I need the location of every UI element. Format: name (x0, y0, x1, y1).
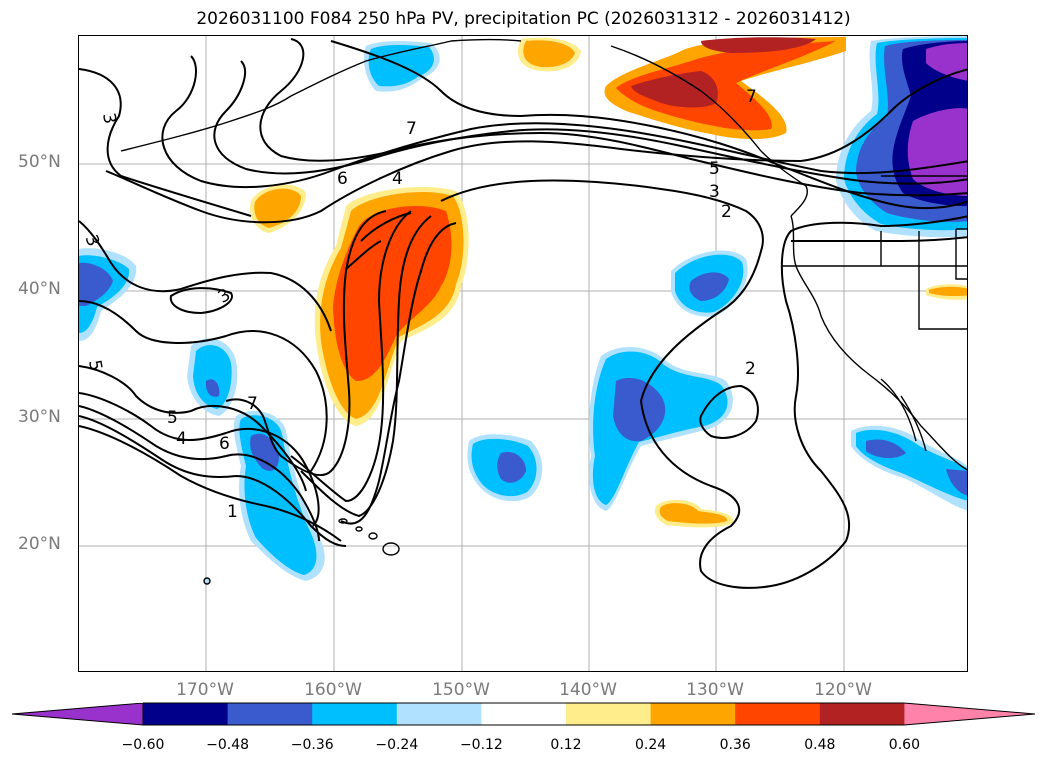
colorbar-tick-label: 0.48 (804, 737, 836, 753)
contour-label: 6 (337, 169, 348, 189)
precip-blue-east (836, 36, 967, 511)
contour-label: 6 (219, 434, 230, 454)
colorbar-extend-left (12, 703, 143, 725)
contour-label: 2 (745, 359, 756, 379)
lat-label: 30°N (18, 407, 61, 427)
precip-orange-main (314, 186, 469, 426)
precip-blue-central (187, 41, 748, 581)
colorbar-tick-label: −0.36 (290, 737, 334, 753)
precip-orange-small (250, 37, 967, 528)
lon-label: 130°W (686, 680, 744, 700)
lon-label: 150°W (432, 680, 490, 700)
colorbar-tick-label: 0.12 (550, 737, 582, 753)
colorbar-tick-label: 0.36 (719, 737, 751, 753)
colorbar (11, 702, 1036, 726)
map-panel: 7 6 4 5 3 2 3 3 5 7 6 5 4 1 2 7 3 (78, 35, 968, 672)
precip-blue-west (79, 248, 137, 341)
contour-label: 7 (746, 87, 757, 107)
lon-label: 170°W (176, 680, 234, 700)
contour-label: 7 (247, 394, 258, 414)
gridlines (79, 36, 967, 671)
contour-label: 4 (392, 169, 403, 189)
colorbar-segment (227, 703, 313, 725)
colorbar-tick-label: 0.24 (635, 737, 667, 753)
colorbar-tick-label: −0.60 (121, 737, 165, 753)
colorbar-segment (143, 703, 229, 725)
contour-label: 4 (176, 429, 187, 449)
colorbar-extend-right (904, 703, 1035, 725)
lat-label: 50°N (18, 152, 61, 172)
colorbar-segments (12, 703, 1035, 725)
pv-contours (79, 38, 967, 589)
colorbar-segment (481, 703, 567, 725)
contour-label: 1 (227, 502, 238, 522)
lon-label: 140°W (559, 680, 617, 700)
lon-label: 120°W (814, 680, 872, 700)
contour-label: 5 (84, 358, 106, 372)
lat-label: 20°N (18, 534, 61, 554)
colorbar-tick-label: −0.48 (206, 737, 250, 753)
hawaii-islands (203, 518, 400, 585)
colorbar-tick-label: −0.24 (375, 737, 419, 753)
lat-label: 40°N (18, 279, 61, 299)
contour-label: 3 (709, 182, 720, 202)
map-title: 2026031100 F084 250 hPa PV, precipitatio… (196, 9, 851, 29)
precip-bc-coast (604, 37, 846, 140)
colorbar-segment (650, 703, 736, 725)
colorbar-segment (312, 703, 398, 725)
colorbar-segment (735, 703, 821, 725)
contour-label: 7 (406, 119, 417, 139)
colorbar-segment (819, 703, 905, 725)
contour-label: 2 (721, 202, 732, 222)
colorbar-tick-label: 0.60 (888, 737, 920, 753)
contour-labels: 7 6 4 5 3 2 3 3 5 7 6 5 4 1 2 7 3 (81, 87, 757, 522)
coastlines (120, 38, 967, 471)
contour-label: 3 (98, 111, 120, 125)
contour-label: 5 (167, 408, 178, 428)
colorbar-segment (566, 703, 652, 725)
colorbar-segment (396, 703, 482, 725)
map-canvas: 7 6 4 5 3 2 3 3 5 7 6 5 4 1 2 7 3 (79, 36, 967, 671)
lon-label: 160°W (304, 680, 362, 700)
colorbar-tick-label: −0.12 (459, 737, 503, 753)
contour-label: 5 (709, 159, 720, 179)
